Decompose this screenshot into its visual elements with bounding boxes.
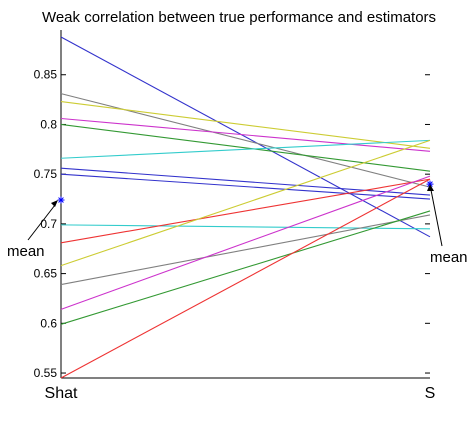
series-line (60, 178, 431, 379)
series-line (60, 178, 431, 244)
annotation-arrow-s (430, 189, 443, 247)
series-line (60, 139, 431, 267)
series-line (60, 224, 431, 230)
annotation-mean-shat: mean (7, 243, 45, 260)
series-line (60, 167, 431, 196)
y-ticks: 0.55 0.6 0.65 0.7 0.75 0.8 0.85 (34, 68, 430, 380)
series-line (60, 117, 431, 152)
annotation-arrow-shat (27, 204, 56, 241)
chart-title: Weak correlation between true performanc… (42, 9, 436, 26)
y-tick-label: 0.75 (34, 167, 58, 181)
series-line (60, 214, 431, 286)
y-tick-label: 0.8 (40, 117, 57, 131)
series-line (60, 101, 431, 149)
series-lines (60, 36, 431, 379)
annotation-arrowhead-shat (51, 200, 58, 207)
x-tick-label: S (425, 385, 436, 402)
annotation-mean-s: mean (430, 249, 468, 266)
series-line (60, 36, 431, 238)
series-line (60, 123, 431, 172)
series-line (60, 210, 431, 325)
y-tick-label: 0.55 (34, 366, 58, 380)
annotations: mean mean (7, 184, 468, 266)
mean-marker (57, 196, 65, 204)
annotation-arrowhead-s (427, 184, 434, 191)
mean-markers (57, 180, 434, 204)
series-line (60, 139, 431, 159)
y-tick-label: 0.7 (40, 217, 57, 231)
y-tick-label: 0.85 (34, 68, 58, 82)
x-ticks: Shat S (45, 385, 436, 402)
x-tick-label: Shat (45, 385, 78, 402)
series-line (60, 93, 431, 188)
series-line (60, 175, 431, 310)
series-line (60, 173, 431, 200)
axes (60, 30, 430, 379)
y-tick-label: 0.65 (34, 267, 58, 281)
y-tick-label: 0.6 (40, 316, 57, 330)
